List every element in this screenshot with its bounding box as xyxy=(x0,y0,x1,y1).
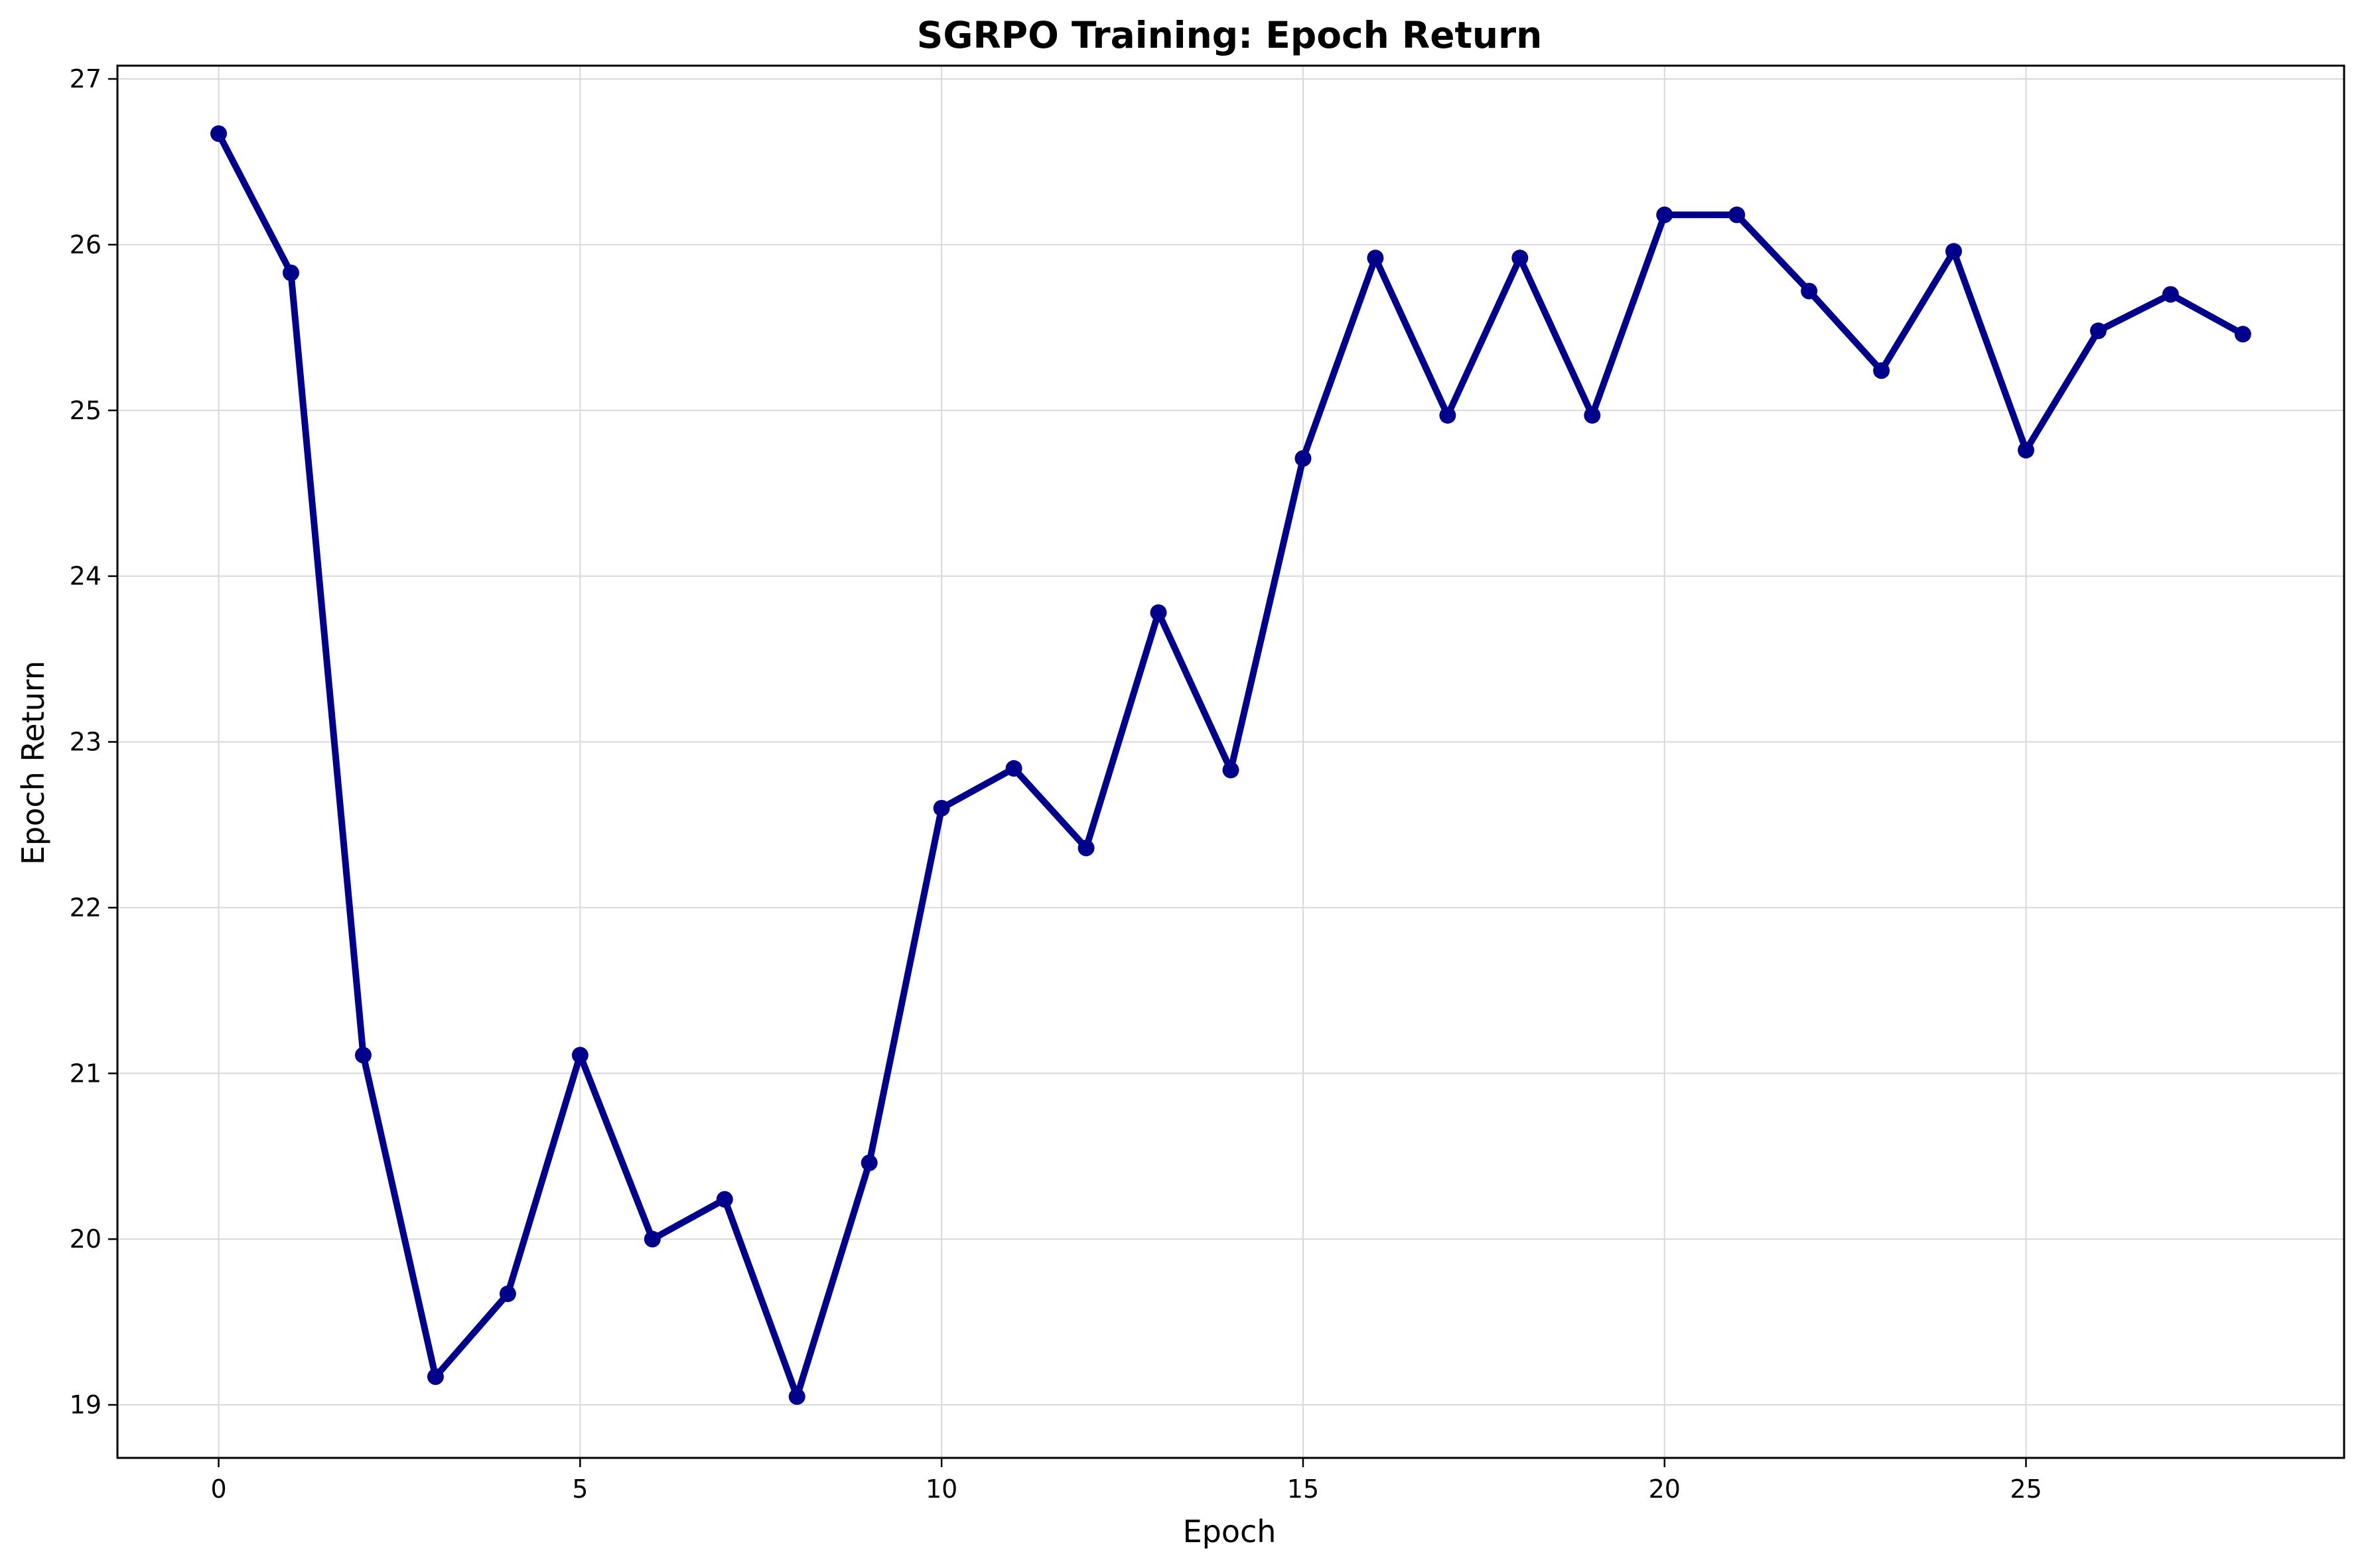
data-point xyxy=(1584,407,1601,424)
data-point xyxy=(1005,759,1022,777)
data-point xyxy=(1367,249,1384,267)
y-tick-label: 21 xyxy=(70,1059,102,1088)
data-point xyxy=(788,1388,805,1405)
y-tick-label: 20 xyxy=(70,1224,102,1254)
data-point xyxy=(1511,249,1529,267)
data-point xyxy=(1801,283,1818,300)
x-tick-label: 25 xyxy=(2010,1474,2042,1504)
y-tick-label: 22 xyxy=(70,893,102,922)
x-tick-label: 15 xyxy=(1287,1474,1319,1504)
x-tick-label: 0 xyxy=(210,1474,226,1504)
data-point xyxy=(861,1154,878,1171)
data-point xyxy=(1945,243,1963,260)
data-point xyxy=(210,125,228,142)
data-point xyxy=(1078,839,1095,856)
x-axis-ticks: 0 5 10 15 20 25 xyxy=(210,1458,2042,1504)
series-epoch-return xyxy=(210,125,2251,1405)
y-tick-label: 27 xyxy=(70,64,102,94)
data-point xyxy=(1728,206,1746,224)
data-point xyxy=(644,1230,661,1248)
y-tick-label: 19 xyxy=(70,1390,102,1419)
data-point xyxy=(1294,450,1312,467)
data-point xyxy=(2018,442,2035,459)
y-tick-label: 26 xyxy=(70,230,102,259)
x-tick-label: 5 xyxy=(572,1474,588,1504)
data-point xyxy=(2090,322,2107,340)
data-point xyxy=(1150,604,1167,621)
data-point xyxy=(1873,362,1890,379)
x-tick-label: 20 xyxy=(1649,1474,1681,1504)
chart-title: SGRPO Training: Epoch Return xyxy=(917,14,1543,56)
data-point xyxy=(2162,286,2179,303)
x-axis-label: Epoch xyxy=(1183,1514,1277,1549)
grid-lines xyxy=(117,66,2344,1458)
x-tick-label: 10 xyxy=(926,1474,957,1504)
y-axis-label: Epoch Return xyxy=(15,661,51,865)
data-point xyxy=(1222,761,1239,779)
data-point xyxy=(933,799,950,817)
y-axis-ticks: 19 20 21 22 23 24 25 26 27 xyxy=(70,64,117,1419)
data-point xyxy=(716,1191,733,1208)
y-tick-label: 24 xyxy=(70,562,102,591)
data-point xyxy=(2234,326,2251,343)
y-tick-label: 23 xyxy=(70,728,102,757)
data-point xyxy=(354,1047,372,1064)
data-point xyxy=(499,1285,516,1303)
data-point xyxy=(1439,407,1456,424)
data-point xyxy=(427,1368,444,1386)
plot-frame xyxy=(116,64,2345,1459)
y-tick-label: 25 xyxy=(70,396,102,425)
data-point xyxy=(283,264,300,281)
data-point xyxy=(1656,206,1673,224)
data-point xyxy=(571,1047,589,1064)
